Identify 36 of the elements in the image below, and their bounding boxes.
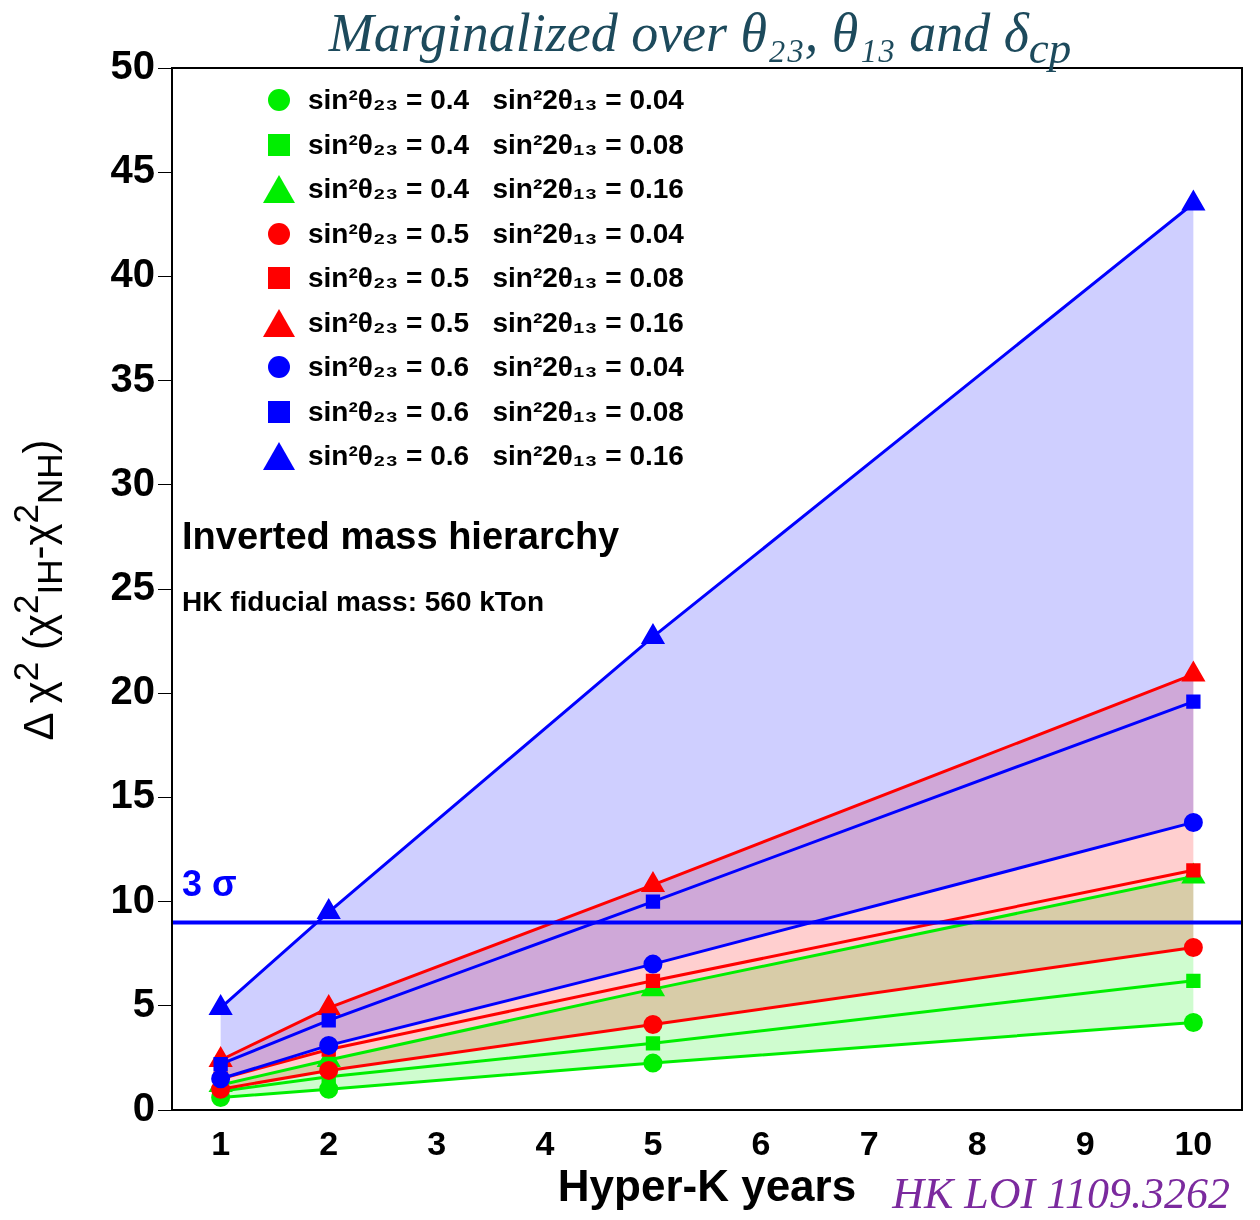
x-tick-label: 8 bbox=[967, 1123, 987, 1162]
legend-label: sin²θ₂₃ = 0.5 sin²2θ₁₃ = 0.08 bbox=[308, 262, 684, 295]
y-tick-label: 30 bbox=[110, 459, 155, 504]
legend-label: sin²θ₂₃ = 0.4 sin²2θ₁₃ = 0.16 bbox=[308, 173, 684, 206]
legend-label: sin²θ₂₃ = 0.4 sin²2θ₁₃ = 0.04 bbox=[308, 84, 684, 117]
annotation: Inverted mass hierarchy bbox=[182, 515, 620, 558]
y-tick-label: 10 bbox=[110, 876, 155, 921]
y-tick-label: 40 bbox=[110, 251, 155, 296]
y-tick-label: 20 bbox=[110, 668, 155, 713]
y-tick-label: 35 bbox=[110, 355, 155, 400]
x-tick-label: 6 bbox=[751, 1123, 771, 1162]
x-tick-label: 1 bbox=[211, 1123, 231, 1162]
x-tick-label: 4 bbox=[535, 1123, 555, 1162]
x-tick-label: 7 bbox=[859, 1123, 879, 1162]
legend-label: sin²θ₂₃ = 0.6 sin²2θ₁₃ = 0.04 bbox=[308, 351, 684, 384]
legend-label: sin²θ₂₃ = 0.6 sin²2θ₁₃ = 0.16 bbox=[308, 440, 684, 473]
annotation: HK fiducial mass: 560 kTon bbox=[182, 586, 545, 618]
x-tick-label: 2 bbox=[319, 1123, 339, 1162]
legend-label: sin²θ₂₃ = 0.5 sin²2θ₁₃ = 0.16 bbox=[308, 306, 684, 339]
x-tick-label: 3 bbox=[427, 1123, 447, 1162]
legend-label: sin²θ₂₃ = 0.6 sin²2θ₁₃ = 0.08 bbox=[308, 395, 684, 428]
chart-title: Marginalized over θ₂₃, θ₁₃ and δ$_{cp}$ bbox=[327, 2, 1073, 75]
y-tick-label: 45 bbox=[110, 147, 155, 192]
legend-label: sin²θ₂₃ = 0.5 sin²2θ₁₃ = 0.04 bbox=[308, 217, 684, 250]
y-tick-label: 5 bbox=[132, 980, 155, 1025]
x-tick-label: 10 bbox=[1174, 1123, 1213, 1162]
legend-label: sin²θ₂₃ = 0.4 sin²2θ₁₃ = 0.08 bbox=[308, 128, 684, 161]
y-tick-label: 25 bbox=[110, 564, 155, 609]
ref-line-label: 3 σ bbox=[182, 863, 237, 905]
x-tick-label: 5 bbox=[643, 1123, 663, 1162]
text: HK LOI 1109.3262 bbox=[892, 1168, 1230, 1219]
x-tick-label: 9 bbox=[1075, 1123, 1095, 1162]
y-tick-label: 50 bbox=[110, 43, 155, 88]
y-tick-label: 0 bbox=[132, 1085, 155, 1130]
x-axis-title: Hyper-K years bbox=[557, 1160, 857, 1210]
y-tick-label: 15 bbox=[110, 772, 155, 817]
